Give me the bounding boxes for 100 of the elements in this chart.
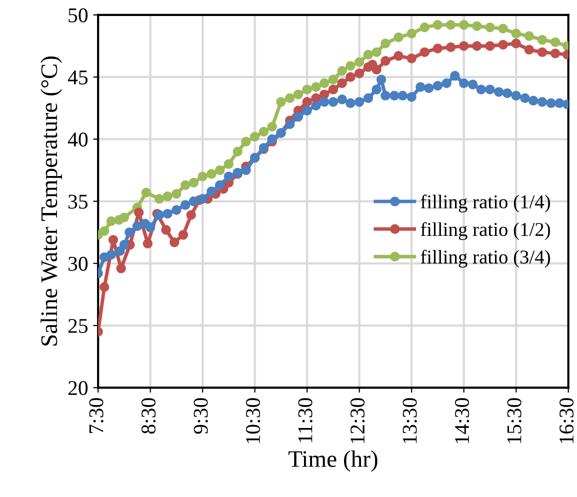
point <box>406 92 416 102</box>
y-tick-label: 25 <box>68 318 88 333</box>
point <box>472 21 482 31</box>
point <box>124 227 134 238</box>
point <box>214 180 225 190</box>
legend-label: filling ratio (1/4) <box>420 194 550 212</box>
y-tick-label: 40 <box>68 132 88 147</box>
point <box>511 28 521 38</box>
point <box>154 210 164 220</box>
point <box>406 28 416 38</box>
point <box>537 97 548 107</box>
point <box>132 221 142 231</box>
y-tick-label: 30 <box>68 256 88 271</box>
point <box>214 165 225 176</box>
point <box>450 70 460 81</box>
point <box>178 230 188 240</box>
point <box>485 84 495 94</box>
y-tick-label: 35 <box>68 194 88 209</box>
point <box>170 237 180 248</box>
point <box>284 93 295 104</box>
point <box>372 64 382 74</box>
point <box>206 186 216 196</box>
point <box>502 88 512 98</box>
point <box>328 74 338 84</box>
point <box>224 159 234 169</box>
point <box>485 22 495 32</box>
y-tick-label: 45 <box>68 70 88 84</box>
x-tick-label: 10:30 <box>246 398 260 444</box>
y-axis-title: Saline Water Temperature (°C) <box>40 56 62 346</box>
point <box>206 169 216 179</box>
point <box>302 84 312 94</box>
legend-label: filling ratio (1/2) <box>420 222 550 240</box>
point <box>319 78 330 88</box>
point <box>380 90 390 101</box>
point <box>258 126 269 137</box>
point <box>100 282 110 292</box>
point <box>446 20 456 30</box>
point <box>432 20 443 30</box>
point <box>172 188 182 199</box>
point <box>162 208 172 219</box>
point <box>528 96 538 106</box>
point <box>241 165 251 176</box>
point <box>380 56 390 66</box>
legend-label: filling ratio (3/4) <box>420 250 550 268</box>
point <box>524 44 534 55</box>
point <box>494 87 504 97</box>
x-tick-label: 12:30 <box>350 398 365 444</box>
point <box>198 194 208 204</box>
point <box>372 84 382 94</box>
x-tick-label: 16:30 <box>560 398 574 444</box>
point <box>416 82 426 92</box>
point <box>302 106 312 116</box>
point <box>116 264 126 274</box>
point <box>119 240 130 250</box>
point <box>186 210 196 220</box>
point <box>145 222 156 232</box>
point <box>134 208 144 218</box>
point <box>346 98 356 108</box>
point <box>106 216 116 226</box>
point <box>161 225 171 235</box>
point <box>424 83 434 94</box>
point <box>232 146 242 156</box>
point <box>346 60 356 71</box>
point <box>432 80 443 91</box>
point <box>554 98 564 108</box>
point <box>293 90 304 100</box>
point <box>346 72 356 82</box>
point <box>472 41 482 51</box>
point <box>458 41 469 51</box>
point <box>550 48 560 58</box>
point <box>319 97 330 107</box>
x-tick-label: 15:30 <box>507 398 522 444</box>
point <box>458 78 469 88</box>
point <box>276 97 286 107</box>
point <box>406 54 416 64</box>
point <box>498 40 508 50</box>
point <box>108 234 118 245</box>
point <box>420 22 430 32</box>
point <box>537 47 548 58</box>
point <box>376 74 386 84</box>
point <box>328 84 338 94</box>
point <box>172 205 182 215</box>
y-tick-label: 50 <box>68 8 88 22</box>
x-tick-label: 8:30 <box>141 398 156 434</box>
y-tick-label: 20 <box>68 381 88 396</box>
point <box>498 24 508 34</box>
point <box>394 51 404 61</box>
point <box>337 66 347 76</box>
point <box>142 238 153 248</box>
point <box>354 57 364 67</box>
point <box>119 212 130 222</box>
point <box>394 32 404 42</box>
point <box>337 78 347 88</box>
point <box>180 180 190 190</box>
point <box>188 196 199 206</box>
point <box>398 90 408 101</box>
point <box>141 188 152 198</box>
point <box>224 172 234 182</box>
point <box>337 94 347 104</box>
point <box>546 98 556 108</box>
